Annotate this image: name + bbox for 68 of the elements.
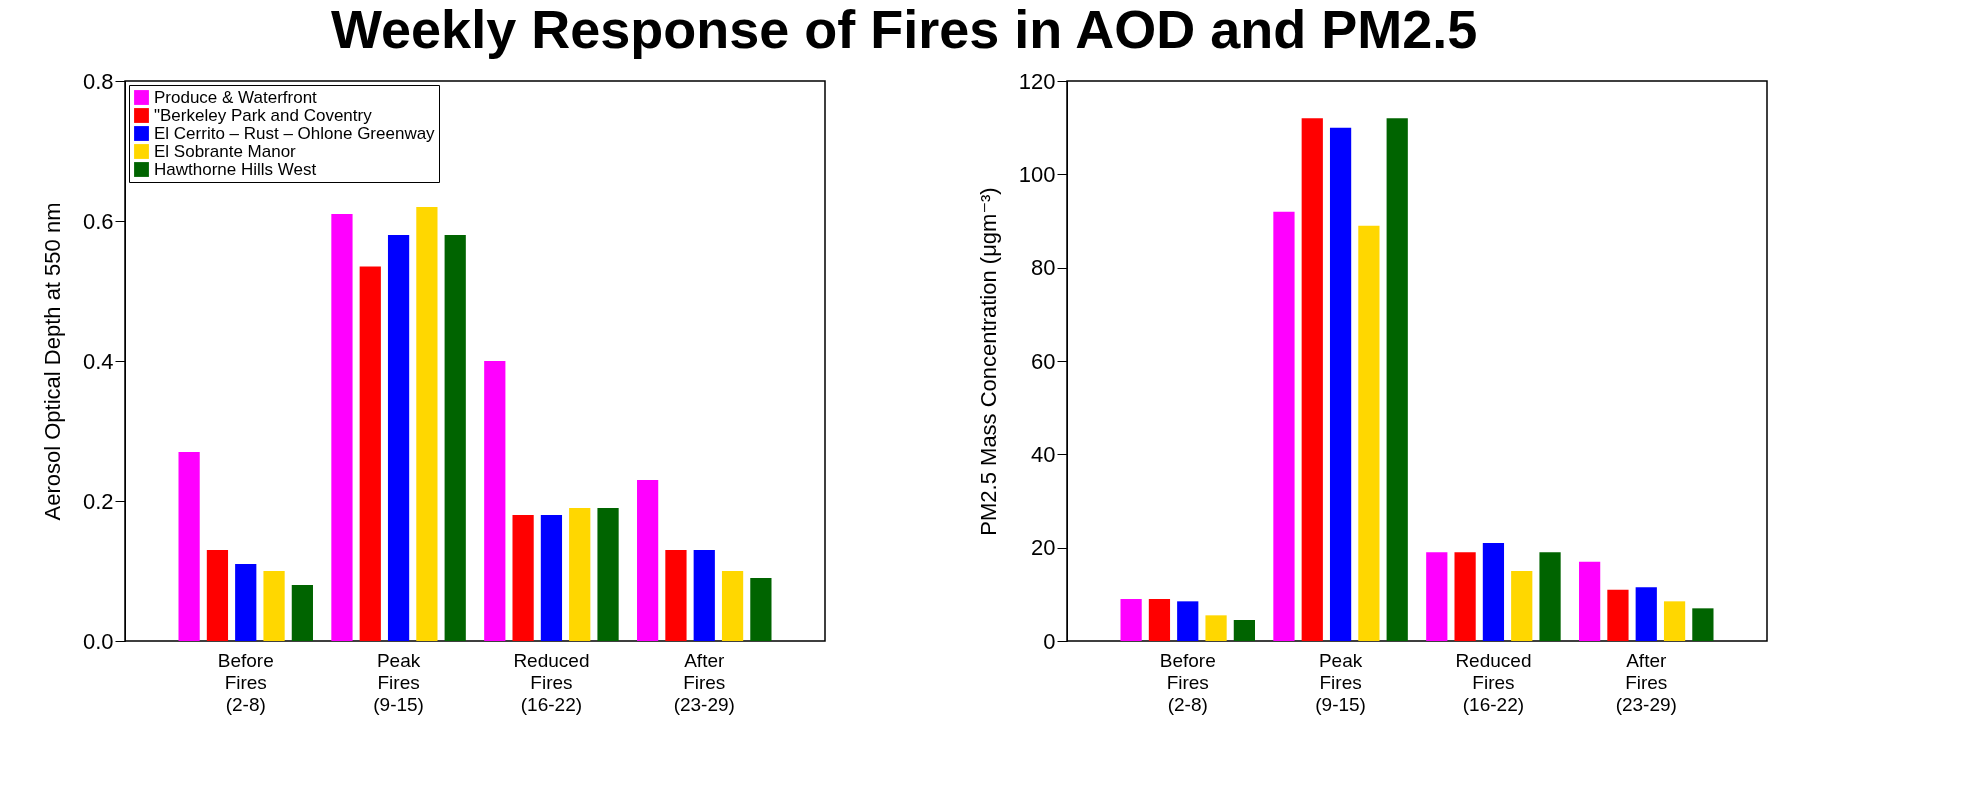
bar — [1358, 225, 1380, 641]
y-tick-label: 0 — [1043, 628, 1056, 654]
x-tick-label: Before Fires (2-8) — [1159, 649, 1216, 715]
y-tick-label: 20 — [1031, 535, 1056, 561]
x-tick-label: Reduced Fires (16-22) — [513, 649, 590, 715]
bar — [1607, 589, 1629, 641]
y-axis-title: PM2.5 Mass Concentration (μgm⁻³) — [975, 187, 1001, 536]
bar — [1205, 615, 1227, 641]
y-tick-label: 0.0 — [82, 628, 114, 654]
bar — [1579, 561, 1601, 641]
bar — [721, 571, 744, 641]
y-tick-label: 60 — [1031, 348, 1056, 374]
x-tick-label: Peak Fires (9-15) — [373, 649, 424, 715]
legend-label: El Sobrante Manor — [154, 141, 297, 161]
x-tick-label: Reduced Fires (16-22) — [1455, 649, 1532, 715]
bar — [1663, 601, 1686, 641]
y-tick-label: 0.8 — [82, 68, 114, 94]
bar — [263, 571, 285, 641]
legend-label: "Berkeley Park and Coventry — [154, 105, 373, 125]
chart-title: Weekly Response of Fires in AOD and PM2.5 — [331, 0, 1478, 60]
x-tick-label: After Fires (23-29) — [673, 649, 735, 715]
bar — [1273, 211, 1295, 641]
y-tick-label: 0.2 — [82, 488, 114, 514]
bar — [331, 214, 353, 641]
bar — [1482, 543, 1505, 641]
bar — [1426, 552, 1448, 641]
bar — [1692, 608, 1714, 641]
bar — [416, 207, 438, 641]
bar — [206, 550, 229, 641]
bar — [1177, 601, 1199, 641]
bar — [569, 508, 591, 641]
y-tick-label: 80 — [1031, 255, 1056, 281]
y-tick-label: 100 — [1018, 161, 1056, 187]
x-tick-label: Before Fires (2-8) — [217, 649, 274, 715]
bar — [512, 515, 534, 641]
bar — [1301, 118, 1323, 641]
bar — [1635, 587, 1657, 641]
y-tick-label: 0.4 — [82, 348, 114, 374]
bar — [1233, 620, 1255, 641]
bar — [1454, 552, 1476, 641]
bar — [387, 235, 410, 641]
legend-label: Produce & Waterfront — [154, 87, 318, 107]
bar — [1511, 571, 1533, 641]
bar — [597, 508, 619, 641]
x-tick-label: Peak Fires (9-15) — [1315, 649, 1366, 715]
x-tick-label: After Fires (23-29) — [1615, 649, 1677, 715]
y-axis-title: Aerosol Optical Depth at 550 nm — [39, 202, 65, 521]
bar — [178, 452, 200, 641]
bar — [1329, 127, 1352, 641]
bar — [750, 578, 772, 641]
legend-label: Hawthorne Hills West — [154, 159, 317, 179]
bar — [444, 235, 466, 641]
y-tick-label: 40 — [1031, 441, 1056, 467]
bar — [1148, 599, 1171, 641]
bar — [665, 550, 687, 641]
y-tick-label: 120 — [1018, 68, 1056, 94]
bar — [235, 564, 257, 641]
legend-label: El Cerrito – Rust – Ohlone Greenway — [154, 123, 436, 143]
bar — [1386, 118, 1408, 641]
bar — [359, 266, 381, 641]
bar — [291, 585, 313, 641]
bar — [693, 550, 715, 641]
bar — [540, 515, 563, 641]
bar — [484, 361, 506, 641]
y-tick-label: 0.6 — [82, 208, 114, 234]
bar — [637, 480, 659, 641]
bar — [1120, 599, 1142, 641]
bar — [1539, 552, 1561, 641]
